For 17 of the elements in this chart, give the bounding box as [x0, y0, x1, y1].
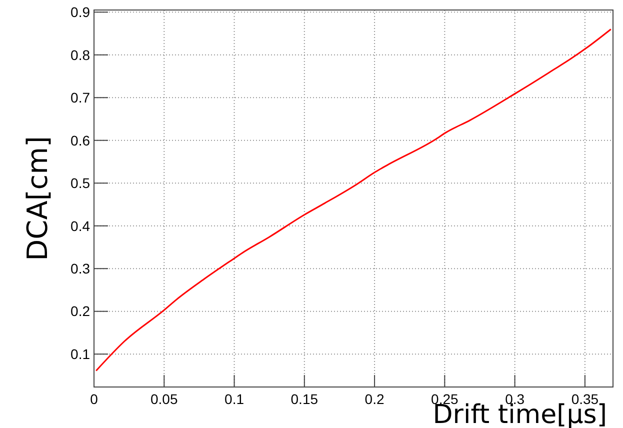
x-tick-label: 0.15 [290, 391, 318, 407]
y-tick-label: 0.8 [70, 46, 90, 63]
y-tick-label: 0.6 [70, 132, 90, 148]
x-tick-label: 0.1 [224, 391, 244, 407]
y-tick-label: 0.4 [70, 218, 90, 234]
y-tick-label: 0.7 [70, 90, 90, 106]
y-tick-label: 0.1 [70, 346, 90, 362]
x-tick-label: 0.35 [571, 391, 599, 407]
y-tick-label: 0.5 [70, 175, 90, 192]
y-tick-label: 0.2 [70, 303, 90, 320]
y-axis-title: DCA[cm] [21, 136, 54, 261]
y-tick-label: 0.9 [70, 4, 90, 20]
x-tick-label: 0.2 [364, 391, 384, 407]
y-tick-label: 0.3 [70, 260, 90, 276]
x-tick-label: 0.05 [150, 391, 178, 407]
line-series [95, 28, 612, 372]
x-tick-label: 0 [90, 391, 98, 407]
